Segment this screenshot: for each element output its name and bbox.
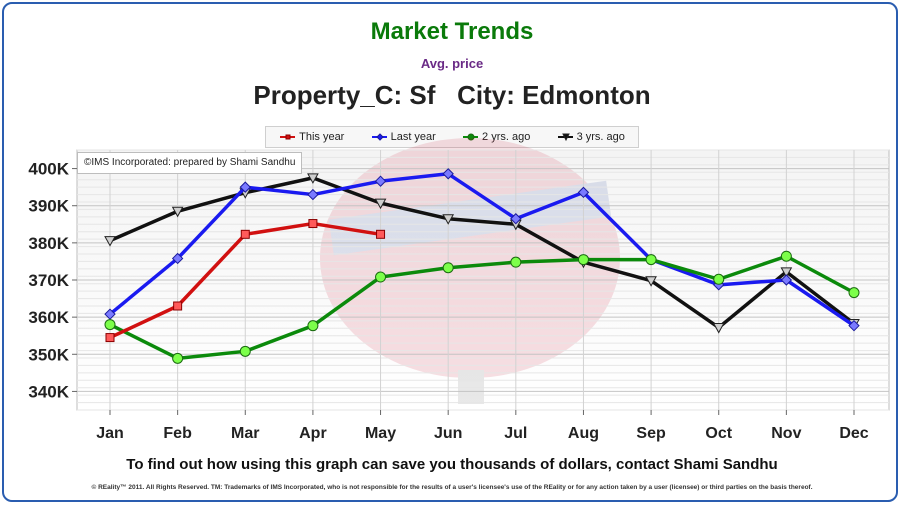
data-point (442, 168, 454, 180)
data-point (442, 214, 455, 225)
data-point (645, 276, 657, 287)
x-tick-label: Dec (839, 425, 868, 442)
x-tick-label: May (365, 425, 396, 442)
legend-entry: Last year (371, 131, 436, 143)
data-point (307, 173, 319, 184)
x-tick-label: Mar (231, 425, 259, 442)
legend-label: 2 yrs. ago (482, 131, 531, 143)
data-point (104, 236, 116, 247)
y-tick-label: 350K (28, 345, 69, 364)
data-point (848, 319, 860, 332)
data-point (105, 333, 115, 343)
legend-label: Last year (390, 131, 436, 143)
data-point (713, 273, 725, 285)
data-point (510, 256, 522, 268)
data-point (308, 219, 318, 229)
legend: This year Last year 2 yrs. ago 3 yrs. ago (265, 126, 639, 148)
x-tick-label: Nov (771, 425, 801, 442)
data-point (577, 186, 590, 199)
data-point (171, 206, 184, 218)
data-point (307, 320, 319, 332)
x-tick-label: Jul (504, 425, 527, 442)
data-point (780, 267, 793, 278)
y-tick-label: 370K (28, 271, 69, 290)
legend-entry: 2 yrs. ago (462, 131, 530, 143)
legend-label: 3 yrs. ago (576, 131, 625, 143)
legend-swatch (557, 133, 573, 142)
data-point (561, 133, 570, 142)
legend-label: This year (299, 131, 345, 143)
data-point (285, 134, 291, 140)
y-tick-label: 340K (28, 382, 69, 401)
data-point (442, 262, 454, 274)
y-tick-label: 390K (28, 197, 69, 216)
legend-entry: 3 yrs. ago (557, 131, 625, 143)
property-city-heading: Property_C: Sf City: Edmonton (253, 80, 651, 110)
data-point (374, 175, 387, 187)
credit-label: ©IMS Incorporated: prepared by Shami San… (77, 152, 303, 174)
data-point (848, 287, 860, 299)
data-point (307, 188, 319, 201)
data-point (780, 274, 793, 286)
legend-entry: This year (279, 131, 344, 143)
x-tick-label: Sep (636, 425, 666, 442)
x-tick-label: Apr (299, 425, 327, 442)
series-line (108, 172, 855, 328)
x-tick-label: Jun (434, 425, 462, 442)
data-point (240, 229, 250, 239)
data-point (173, 301, 183, 311)
data-point (239, 345, 251, 357)
legend-swatch (463, 133, 479, 141)
series-line (109, 254, 855, 361)
data-point (172, 352, 184, 364)
x-tick-label: Aug (568, 425, 599, 442)
x-tick-label: Oct (705, 425, 732, 442)
data-point (577, 254, 589, 266)
data-point (376, 229, 386, 239)
data-point (467, 133, 475, 141)
data-point (104, 319, 116, 331)
data-point (712, 323, 725, 334)
data-point (239, 181, 251, 193)
chart-title: Market Trends (370, 18, 534, 45)
legend-swatch (280, 134, 296, 140)
data-point (510, 213, 522, 225)
data-point (780, 250, 792, 262)
data-point (645, 254, 657, 266)
y-tick-label: 380K (28, 234, 69, 253)
legend-swatch (371, 133, 387, 141)
series-line (109, 176, 856, 330)
copyright-footer: © REality™ 2011. All Rights Reserved. TM… (91, 484, 813, 491)
data-point (375, 271, 387, 283)
data-point (171, 252, 184, 265)
chart-subtitle: Avg. price (420, 56, 484, 71)
contact-message: To find out how using this graph can sav… (126, 456, 778, 473)
y-tick-label: 360K (28, 308, 69, 327)
data-point (374, 198, 387, 210)
balloon-watermark (320, 138, 620, 404)
data-point (375, 133, 384, 141)
x-tick-label: Feb (163, 425, 192, 442)
x-tick-label: Jan (96, 425, 124, 442)
y-tick-label: 400K (28, 160, 69, 179)
